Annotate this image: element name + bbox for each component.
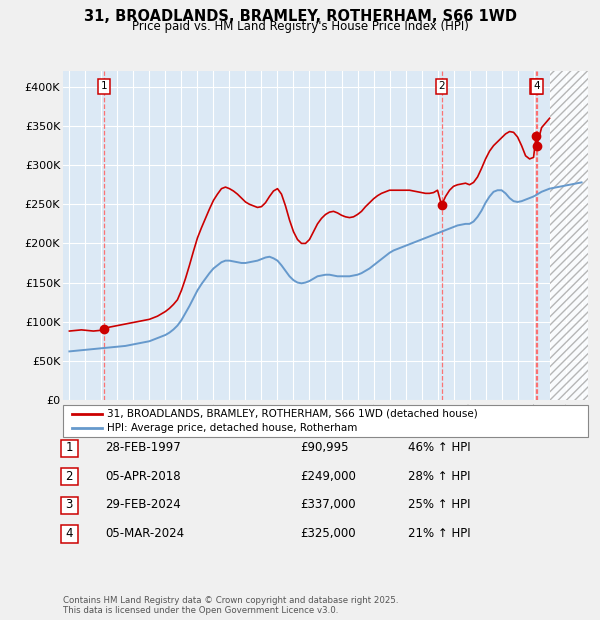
Text: 46% ↑ HPI: 46% ↑ HPI [408,441,470,454]
Text: 31, BROADLANDS, BRAMLEY, ROTHERHAM, S66 1WD: 31, BROADLANDS, BRAMLEY, ROTHERHAM, S66 … [83,9,517,24]
Text: £90,995: £90,995 [300,441,349,454]
Text: 31, BROADLANDS, BRAMLEY, ROTHERHAM, S66 1WD (detached house): 31, BROADLANDS, BRAMLEY, ROTHERHAM, S66 … [107,409,478,419]
Bar [550,71,588,400]
Text: 25% ↑ HPI: 25% ↑ HPI [408,498,470,511]
Text: 3: 3 [65,498,73,511]
Text: 3: 3 [533,81,539,91]
Text: 28-FEB-1997: 28-FEB-1997 [105,441,181,454]
Text: 28% ↑ HPI: 28% ↑ HPI [408,470,470,482]
Text: 1: 1 [101,81,107,91]
Text: 4: 4 [65,527,73,539]
Text: £337,000: £337,000 [300,498,356,511]
Text: 4: 4 [533,81,540,91]
Text: 21% ↑ HPI: 21% ↑ HPI [408,527,470,539]
Text: 2: 2 [65,470,73,482]
Text: 1: 1 [65,441,73,454]
Text: Contains HM Land Registry data © Crown copyright and database right 2025.
This d: Contains HM Land Registry data © Crown c… [63,596,398,615]
Text: HPI: Average price, detached house, Rotherham: HPI: Average price, detached house, Roth… [107,423,357,433]
Text: 05-APR-2018: 05-APR-2018 [105,470,181,482]
Text: 2: 2 [438,81,445,91]
Text: 29-FEB-2024: 29-FEB-2024 [105,498,181,511]
Text: £249,000: £249,000 [300,470,356,482]
Text: 05-MAR-2024: 05-MAR-2024 [105,527,184,539]
Text: Price paid vs. HM Land Registry's House Price Index (HPI): Price paid vs. HM Land Registry's House … [131,20,469,33]
Text: £325,000: £325,000 [300,527,356,539]
